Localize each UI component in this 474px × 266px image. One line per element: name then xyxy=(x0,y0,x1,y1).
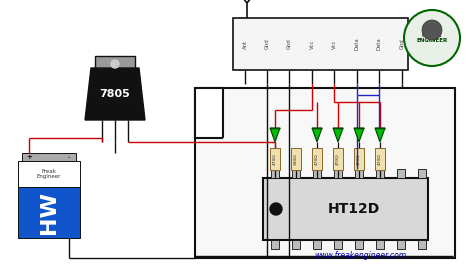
Text: HW: HW xyxy=(39,191,59,234)
Polygon shape xyxy=(375,128,385,142)
Polygon shape xyxy=(333,128,343,142)
Circle shape xyxy=(422,20,442,40)
Bar xyxy=(313,169,321,178)
Text: 470Ω: 470Ω xyxy=(336,153,340,165)
Bar xyxy=(333,148,343,170)
Circle shape xyxy=(270,203,282,215)
Text: Gnd: Gnd xyxy=(286,39,292,49)
Bar xyxy=(95,56,135,72)
Text: 470Ω: 470Ω xyxy=(273,153,277,165)
Bar xyxy=(195,88,223,138)
Bar xyxy=(418,169,426,178)
Polygon shape xyxy=(312,128,322,142)
Bar xyxy=(292,240,300,249)
Polygon shape xyxy=(85,68,145,120)
Text: Freak
Engineer: Freak Engineer xyxy=(37,169,61,179)
Bar xyxy=(271,169,279,178)
Bar xyxy=(270,148,280,170)
Text: -: - xyxy=(68,154,70,160)
Text: 7805: 7805 xyxy=(100,89,130,99)
Bar xyxy=(355,169,363,178)
Bar xyxy=(291,148,301,170)
Text: 470Ω: 470Ω xyxy=(357,153,361,165)
Text: 330Ω: 330Ω xyxy=(294,153,298,165)
Circle shape xyxy=(111,60,119,68)
Text: www.freakengineer.com: www.freakengineer.com xyxy=(314,251,406,260)
Text: 470Ω: 470Ω xyxy=(315,153,319,165)
Bar xyxy=(263,178,428,240)
Bar xyxy=(18,187,80,238)
Text: HT12D: HT12D xyxy=(328,202,380,216)
Text: Ant: Ant xyxy=(243,39,247,49)
Text: Data: Data xyxy=(355,38,359,50)
Circle shape xyxy=(404,10,460,66)
Bar xyxy=(233,18,408,70)
Bar xyxy=(271,240,279,249)
Bar xyxy=(354,148,364,170)
Bar xyxy=(376,240,384,249)
Text: Gnd: Gnd xyxy=(400,39,404,49)
Text: FREAK
ENGINEER: FREAK ENGINEER xyxy=(416,33,447,43)
Bar xyxy=(334,240,342,249)
Polygon shape xyxy=(270,128,280,142)
Bar xyxy=(18,161,80,187)
Bar xyxy=(292,169,300,178)
Bar xyxy=(334,169,342,178)
Bar xyxy=(355,240,363,249)
Text: Vcc: Vcc xyxy=(310,39,315,49)
Text: Gnd: Gnd xyxy=(264,39,270,49)
Text: 470Ω: 470Ω xyxy=(378,153,382,165)
Bar xyxy=(397,169,405,178)
Bar xyxy=(375,148,385,170)
Bar xyxy=(22,153,76,161)
Text: +: + xyxy=(26,154,32,160)
Polygon shape xyxy=(354,128,364,142)
Bar xyxy=(397,240,405,249)
Bar xyxy=(313,240,321,249)
Bar xyxy=(418,240,426,249)
Bar xyxy=(376,169,384,178)
Bar xyxy=(195,88,455,258)
Text: Data: Data xyxy=(376,38,382,50)
Bar xyxy=(312,148,322,170)
Text: Vcc: Vcc xyxy=(331,39,337,49)
